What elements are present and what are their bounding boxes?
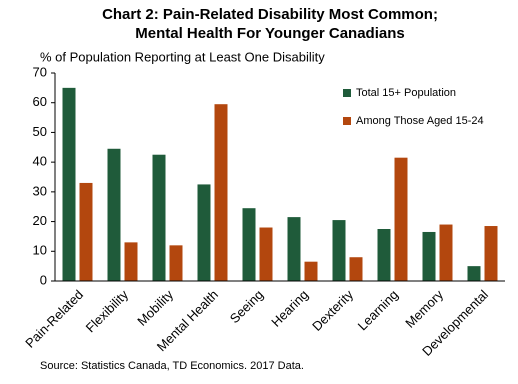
bar (124, 242, 138, 281)
bar (377, 229, 391, 281)
legend-swatch (343, 89, 351, 97)
y-axis-label: % of Population Reporting at Least One D… (40, 49, 325, 64)
y-tick-label: 50 (33, 124, 47, 139)
legend-label: Among Those Aged 15-24 (356, 115, 484, 127)
bar (79, 182, 93, 281)
chart-title: Mental Health For Younger Canadians (135, 25, 405, 42)
y-tick-label: 20 (33, 213, 47, 228)
bar (332, 220, 346, 281)
bar (394, 157, 408, 281)
y-tick-label: 10 (33, 243, 47, 258)
legend-swatch (343, 117, 351, 125)
bar (62, 87, 76, 281)
source-note: Source: Statistics Canada, TD Economics.… (40, 360, 304, 372)
bar (304, 261, 318, 281)
bar (259, 227, 273, 281)
y-tick-label: 0 (40, 272, 47, 287)
bar (242, 208, 256, 281)
bar (214, 104, 228, 281)
bar (169, 245, 183, 281)
bar (484, 226, 498, 281)
chart-title: Chart 2: Pain-Related Disability Most Co… (102, 6, 438, 23)
legend-label: Total 15+ Population (356, 87, 456, 99)
bar (467, 266, 481, 281)
y-tick-label: 40 (33, 154, 47, 169)
bar (197, 184, 211, 281)
bar (422, 231, 436, 281)
y-tick-label: 30 (33, 183, 47, 198)
bar (439, 224, 453, 281)
y-tick-label: 70 (33, 64, 47, 79)
bar (287, 217, 301, 281)
bar (152, 154, 166, 281)
bar (349, 257, 363, 281)
bar (107, 148, 121, 281)
y-tick-label: 60 (33, 94, 47, 109)
